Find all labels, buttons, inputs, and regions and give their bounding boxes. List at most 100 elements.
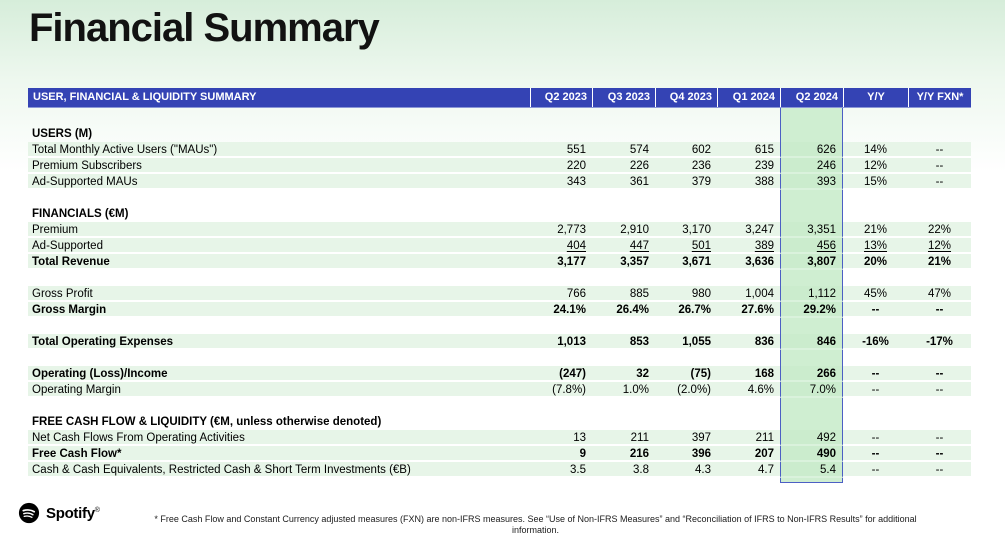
value-cell: 343 xyxy=(530,174,592,190)
value-cell: -- xyxy=(908,302,971,318)
value-cell xyxy=(717,414,780,430)
value-cell: (2.0%) xyxy=(655,382,717,398)
value-cell: 15% xyxy=(843,174,908,190)
value-cell: 22% xyxy=(908,222,971,238)
value-cell: 2,773 xyxy=(530,222,592,238)
value-cell: 846 xyxy=(780,334,843,350)
row-label: Premium xyxy=(28,222,530,238)
value-cell: 27.6% xyxy=(717,302,780,318)
value-cell: 361 xyxy=(592,174,655,190)
value-cell xyxy=(530,126,592,142)
value-cell: -- xyxy=(908,158,971,174)
column-header-q2-2023: Q2 2023 xyxy=(530,88,592,107)
value-cell: 220 xyxy=(530,158,592,174)
value-cell: -- xyxy=(843,446,908,462)
value-cell xyxy=(530,414,592,430)
value-cell: -16% xyxy=(843,334,908,350)
value-cell: -- xyxy=(843,366,908,382)
value-cell: 47% xyxy=(908,286,971,302)
table-header-title: USER, FINANCIAL & LIQUIDITY SUMMARY xyxy=(33,91,257,103)
value-cell: 501 xyxy=(655,238,717,254)
spotify-icon xyxy=(18,502,40,524)
value-cell: 26.4% xyxy=(592,302,655,318)
value-cell xyxy=(655,126,717,142)
value-cell xyxy=(780,318,843,334)
value-cell: 266 xyxy=(780,366,843,382)
row-label: Operating Margin xyxy=(28,382,530,398)
value-cell xyxy=(717,206,780,222)
row-label: Premium Subscribers xyxy=(28,158,530,174)
row-label xyxy=(28,318,530,334)
value-cell: 9 xyxy=(530,446,592,462)
value-cell xyxy=(908,414,971,430)
spotify-wordmark: Spotify® xyxy=(46,504,100,522)
row-label xyxy=(28,190,530,206)
row-label: Total Operating Expenses xyxy=(28,334,530,350)
value-cell xyxy=(908,126,971,142)
table-row: Cash & Cash Equivalents, Restricted Cash… xyxy=(28,462,971,478)
value-cell: 574 xyxy=(592,142,655,158)
value-cell xyxy=(843,206,908,222)
value-cell: 239 xyxy=(717,158,780,174)
table-row: Premium Subscribers 220 226 236 239 246 12% -- xyxy=(28,158,971,174)
value-cell: 551 xyxy=(530,142,592,158)
table-row: Premium 2,773 2,910 3,170 3,247 3,351 21% 22% xyxy=(28,222,971,238)
value-cell: -- xyxy=(908,382,971,398)
spacer-row xyxy=(28,270,971,286)
value-cell: 389 xyxy=(717,238,780,254)
value-cell: -- xyxy=(908,430,971,446)
column-header-q1-2024: Q1 2024 xyxy=(717,88,780,107)
value-cell xyxy=(530,350,592,366)
table-header-bar: USER, FINANCIAL & LIQUIDITY SUMMARY Q2 2… xyxy=(28,88,971,108)
row-label xyxy=(28,398,530,414)
value-cell xyxy=(655,350,717,366)
value-cell xyxy=(780,206,843,222)
table-row: Total Operating Expenses 1,013 853 1,055 836… xyxy=(28,334,971,350)
value-cell: 456 xyxy=(780,238,843,254)
spacer-row xyxy=(28,350,971,366)
value-cell: -- xyxy=(908,142,971,158)
value-cell xyxy=(780,126,843,142)
value-cell: 7.0% xyxy=(780,382,843,398)
value-cell: 12% xyxy=(908,238,971,254)
value-cell: 13 xyxy=(530,430,592,446)
value-cell xyxy=(780,190,843,206)
value-cell xyxy=(717,190,780,206)
value-cell: 404 xyxy=(530,238,592,254)
highlight-column-tail xyxy=(780,478,843,483)
value-cell: 3,671 xyxy=(655,254,717,270)
registered-mark: ® xyxy=(94,506,100,514)
value-cell: 396 xyxy=(655,446,717,462)
row-label: Free Cash Flow* xyxy=(28,446,530,462)
value-cell: 447 xyxy=(592,238,655,254)
value-cell: 1,013 xyxy=(530,334,592,350)
spotify-logo: Spotify® xyxy=(18,502,100,524)
row-label: USERS (M) xyxy=(32,128,93,140)
value-cell xyxy=(592,108,655,126)
value-cell xyxy=(908,108,971,126)
value-cell xyxy=(655,398,717,414)
value-cell xyxy=(530,108,592,126)
value-cell xyxy=(530,270,592,286)
value-cell xyxy=(843,318,908,334)
value-cell: -- xyxy=(843,382,908,398)
value-cell: 216 xyxy=(592,446,655,462)
value-cell: 211 xyxy=(592,430,655,446)
row-label: Cash & Cash Equivalents, Restricted Cash… xyxy=(28,462,530,478)
spacer-row xyxy=(28,108,971,126)
value-cell xyxy=(717,318,780,334)
value-cell: 1,055 xyxy=(655,334,717,350)
column-header-y-y: Y/Y xyxy=(843,88,908,107)
value-cell: -- xyxy=(843,302,908,318)
value-cell: 615 xyxy=(717,142,780,158)
value-cell xyxy=(843,190,908,206)
value-cell: 20% xyxy=(843,254,908,270)
table-row: Ad-Supported MAUs 343 361 379 388 393 15% -- xyxy=(28,174,971,190)
value-cell: 168 xyxy=(717,366,780,382)
value-cell xyxy=(843,108,908,126)
table-row: Total Monthly Active Users ("MAUs") 551 57… xyxy=(28,142,971,158)
value-cell: 236 xyxy=(655,158,717,174)
value-cell xyxy=(843,398,908,414)
value-cell: (7.8%) xyxy=(530,382,592,398)
